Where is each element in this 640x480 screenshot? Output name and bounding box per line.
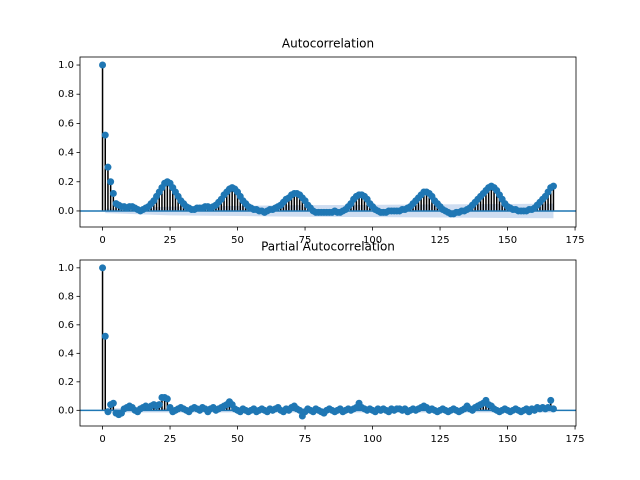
- marker: [101, 131, 109, 139]
- marker: [99, 264, 107, 272]
- y-tick-label: 0.0: [58, 206, 74, 217]
- x-tick-label: 175: [566, 235, 585, 246]
- y-tick-label: 0.6: [58, 118, 74, 129]
- marker: [549, 182, 557, 190]
- x-tick-label: 0: [99, 434, 105, 445]
- x-tick-label: 100: [363, 235, 382, 246]
- marker: [544, 403, 552, 411]
- y-tick-label: 0.8: [58, 89, 74, 100]
- marker: [104, 408, 112, 416]
- x-tick-label: 75: [299, 434, 312, 445]
- y-tick-label: 0.8: [58, 291, 74, 302]
- y-tick-label: 0.0: [58, 405, 74, 416]
- x-tick-label: 125: [431, 434, 450, 445]
- marker: [109, 399, 117, 407]
- marker: [163, 395, 171, 403]
- x-tick-label: 25: [164, 434, 177, 445]
- marker: [155, 401, 163, 409]
- marker: [99, 61, 107, 69]
- x-tick-label: 150: [498, 235, 517, 246]
- marker: [109, 189, 117, 197]
- x-tick-label: 75: [299, 235, 312, 246]
- axes-title: Autocorrelation: [282, 37, 374, 51]
- axes-title: Partial Autocorrelation: [261, 240, 395, 254]
- x-tick-label: 150: [498, 434, 517, 445]
- marker: [104, 163, 112, 171]
- x-tick-label: 125: [431, 235, 450, 246]
- x-tick-label: 50: [231, 434, 244, 445]
- marker: [549, 405, 557, 413]
- x-tick-label: 175: [566, 434, 585, 445]
- axes-frame: [79, 259, 577, 427]
- x-tick-label: 100: [363, 434, 382, 445]
- axes-frame: [79, 56, 577, 228]
- marker: [101, 332, 109, 340]
- x-tick-label: 0: [99, 235, 105, 246]
- y-tick-label: 0.4: [58, 348, 74, 359]
- marker: [296, 406, 304, 414]
- y-tick-label: 0.6: [58, 320, 74, 331]
- y-tick-label: 0.2: [58, 177, 74, 188]
- y-tick-label: 0.4: [58, 148, 74, 159]
- y-tick-label: 1.0: [58, 263, 74, 274]
- marker: [107, 178, 115, 186]
- x-tick-label: 50: [231, 235, 244, 246]
- y-tick-label: 1.0: [58, 60, 74, 71]
- y-tick-label: 0.2: [58, 377, 74, 388]
- marker: [547, 396, 555, 404]
- x-tick-label: 25: [164, 235, 177, 246]
